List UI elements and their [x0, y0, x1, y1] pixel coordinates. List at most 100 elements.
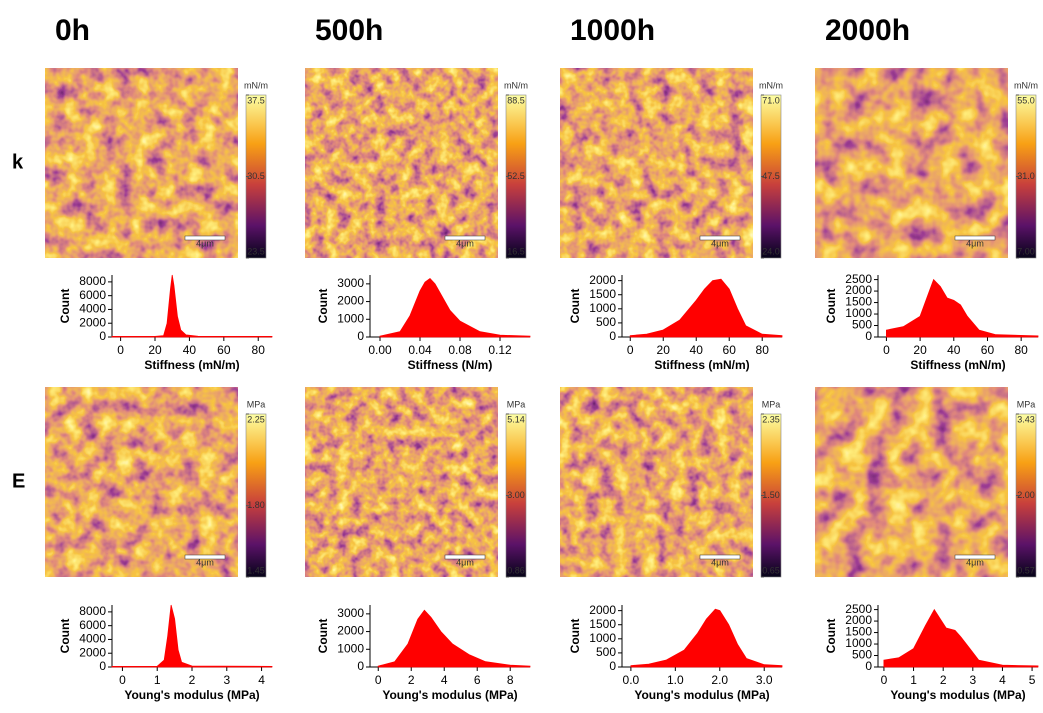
colorbar-tick-label: 23.5: [247, 246, 265, 256]
y-axis-label: Count: [316, 619, 330, 654]
y-tick-label: 0: [99, 329, 106, 343]
scale-bar-label: 4μm: [966, 238, 984, 248]
scale-bar-label: 4μm: [456, 557, 474, 567]
y-tick-label: 0: [609, 659, 616, 673]
x-axis-label: Young's modulus (MPa): [890, 688, 1025, 702]
x-axis-label: Young's modulus (MPa): [382, 688, 517, 702]
x-axis-label: Stiffness (mN/m): [144, 358, 239, 372]
x-tick-label: 0.00: [368, 343, 392, 357]
x-tick-label: 2: [408, 673, 415, 687]
histogram-area: [629, 278, 783, 338]
x-tick-label: 4: [258, 673, 265, 687]
afm-map: [814, 67, 1009, 259]
x-tick-label: 20: [148, 343, 162, 357]
colorbar-tick-label: 5.14: [507, 414, 525, 424]
y-tick-label: 8000: [79, 604, 106, 618]
y-tick-label: 2000: [589, 603, 616, 617]
colorbar-unit: MPa: [507, 399, 526, 409]
afm-map: [304, 67, 499, 259]
scale-bar: [954, 235, 996, 241]
histogram-area: [630, 608, 783, 668]
colorbar-unit: MPa: [762, 399, 781, 409]
colorbar-unit: MPa: [1017, 399, 1036, 409]
colorbar-tick-label: 55.0: [1017, 95, 1035, 105]
colorbar-tick-label: 1.50: [762, 490, 780, 500]
x-tick-label: 60: [981, 343, 995, 357]
y-axis-label: Count: [58, 289, 72, 324]
afm-map: [304, 386, 499, 578]
colorbar-tick-label: 3.00: [507, 490, 525, 500]
y-tick-label: 8000: [79, 274, 106, 288]
x-tick-label: 6: [474, 673, 481, 687]
histogram-area: [379, 277, 531, 338]
y-tick-label: 4000: [79, 302, 106, 316]
colorbar-tick-label: 7.00: [1017, 246, 1035, 256]
colorbar-tick-label: 88.5: [507, 95, 525, 105]
x-axis-label: Stiffness (mN/m): [654, 358, 749, 372]
x-tick-label: 60: [723, 343, 737, 357]
y-tick-label: 0: [865, 329, 872, 343]
x-tick-label: 0: [883, 343, 890, 357]
y-tick-label: 2000: [845, 613, 872, 627]
column-header: 2000h: [825, 14, 910, 47]
histogram-area: [111, 274, 273, 338]
x-tick-label: 0: [627, 343, 634, 357]
row-label: E: [12, 470, 25, 492]
y-tick-label: 6000: [79, 288, 106, 302]
x-tick-label: 20: [913, 343, 927, 357]
y-tick-label: 1500: [589, 287, 616, 301]
x-tick-label: 3: [223, 673, 230, 687]
y-axis-label: Count: [568, 289, 582, 324]
y-tick-label: 500: [852, 318, 872, 332]
column-header: 1000h: [570, 14, 655, 47]
scale-bar-label: 4μm: [711, 557, 729, 567]
x-tick-label: 80: [1014, 343, 1028, 357]
colorbar-tick-label: 31.0: [1017, 171, 1035, 181]
x-axis-label: Stiffness (N/m): [408, 358, 493, 372]
y-tick-label: 1500: [845, 625, 872, 639]
y-tick-label: 1000: [589, 631, 616, 645]
x-tick-label: 4: [999, 673, 1006, 687]
y-axis-label: Count: [316, 289, 330, 324]
histogram-area: [377, 609, 531, 668]
x-tick-label: 40: [183, 343, 197, 357]
x-tick-label: 1: [910, 673, 917, 687]
scale-bar: [184, 235, 226, 241]
colorbar-tick-label: 71.0: [762, 95, 780, 105]
y-tick-label: 2000: [337, 294, 364, 308]
y-tick-label: 1000: [589, 301, 616, 315]
y-tick-label: 2500: [845, 272, 872, 286]
x-tick-label: 40: [947, 343, 961, 357]
x-tick-label: 3: [969, 673, 976, 687]
y-tick-label: 500: [596, 315, 616, 329]
y-tick-label: 1500: [589, 617, 616, 631]
afm-map: [814, 386, 1009, 578]
row-label: k: [12, 151, 24, 173]
x-tick-label: 0: [119, 673, 126, 687]
y-tick-label: 500: [852, 648, 872, 662]
colorbar-unit: mN/m: [1014, 80, 1038, 90]
y-tick-label: 2000: [79, 315, 106, 329]
colorbar-tick-label: 0.86: [507, 565, 525, 575]
scale-bar: [184, 554, 226, 560]
x-tick-label: 60: [217, 343, 231, 357]
x-axis-label: Stiffness (mN/m): [910, 358, 1005, 372]
y-tick-label: 2000: [79, 645, 106, 659]
afm-map: [559, 67, 754, 259]
y-tick-label: 3000: [337, 606, 364, 620]
y-tick-label: 2500: [845, 602, 872, 616]
colorbar-unit: mN/m: [504, 80, 528, 90]
x-tick-label: 0.12: [488, 343, 512, 357]
x-tick-label: 2: [189, 673, 196, 687]
colorbar-tick-label: 0.57: [1017, 565, 1035, 575]
colorbar-unit: mN/m: [759, 80, 783, 90]
scale-bar-label: 4μm: [196, 238, 214, 248]
y-axis-label: Count: [58, 619, 72, 654]
x-tick-label: 3.0: [756, 673, 773, 687]
y-tick-label: 1000: [337, 641, 364, 655]
colorbar-tick-label: 0.65: [762, 565, 780, 575]
y-tick-label: 0: [357, 329, 364, 343]
y-axis-label: Count: [824, 289, 838, 324]
colorbar-tick-label: 47.5: [762, 171, 780, 181]
